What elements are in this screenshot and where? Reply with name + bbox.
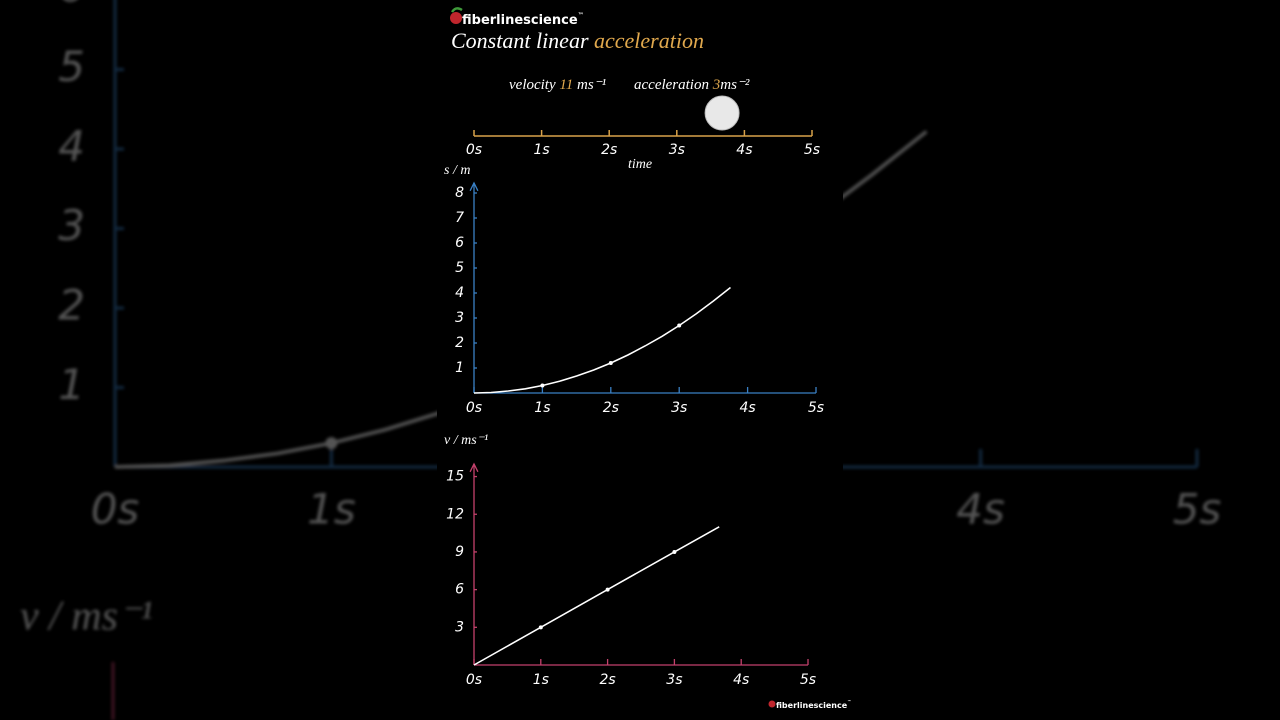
acceleration-label: acceleration: [634, 77, 709, 93]
y-tick-label: 1: [455, 360, 464, 376]
bg-x-tick-label: 5s: [1173, 485, 1222, 534]
x-tick-label: 0s: [466, 400, 482, 416]
footer-logo: fiberlinescience™: [768, 699, 851, 710]
velocity-readout: velocity 11 ms⁻¹: [509, 77, 607, 93]
y-tick-label: 7: [455, 210, 464, 226]
x-tick-label: 5s: [808, 400, 824, 416]
y-tick-label: 6: [455, 582, 464, 598]
bg-x-tick-label: 1s: [307, 485, 356, 534]
y-tick-label: 6: [455, 235, 464, 251]
y-tick-label: 3: [455, 619, 464, 635]
bg-x-tick-label: 4s: [956, 485, 1005, 534]
x-tick-label: 3s: [666, 672, 682, 688]
timeline-tick-label: 0s: [466, 142, 482, 158]
timeline-tick-label: 5s: [804, 142, 820, 158]
x-tick-label: 0s: [466, 672, 482, 688]
y-tick-label: 9: [455, 544, 464, 560]
logo-leaf: [451, 7, 463, 13]
logo: fiberlinescience™: [450, 7, 584, 28]
y-axis-arrow: [469, 462, 479, 473]
center-panel: [437, 0, 843, 720]
y-axis-label: s / m: [444, 163, 470, 178]
footer-brand: fiberlinescience: [776, 701, 848, 710]
bg-x-tick-label: 0s: [91, 485, 140, 534]
acceleration-value: 3: [712, 77, 721, 93]
foreground: fiberlinescience™ Constant linear accele…: [444, 7, 851, 710]
bg-data-point: [325, 437, 338, 450]
x-tick-label: 1s: [533, 672, 549, 688]
velocity-value: 11: [559, 77, 573, 93]
bg-y-tick-label: 5: [58, 42, 85, 91]
y-tick-label: 5: [455, 260, 464, 276]
x-tick-label: 3s: [671, 400, 687, 416]
velocity-unit: ms⁻¹: [577, 77, 607, 93]
acceleration-readout: acceleration 3ms⁻²: [634, 77, 750, 93]
brand-mark: ™: [578, 12, 584, 19]
y-tick-label: 2: [455, 335, 464, 351]
y-tick-label: 12: [446, 506, 464, 522]
footer-apple: [768, 700, 776, 708]
title: Constant linear acceleration: [451, 28, 704, 53]
data-point: [605, 587, 610, 592]
data-point: [672, 549, 677, 554]
y-tick-label: 15: [446, 469, 464, 485]
footer-text: fiberlinescience™: [776, 699, 851, 710]
data-point: [677, 323, 682, 328]
bg-y-tick-label: 1: [58, 360, 85, 409]
brand: fiberlinescience: [462, 13, 578, 28]
timeline-tick-label: 4s: [736, 142, 752, 158]
y-tick-label: 8: [455, 185, 464, 201]
velocity-label: velocity: [509, 77, 556, 93]
acceleration-unit: ms⁻²: [720, 77, 750, 93]
bg-y-tick-label: 6: [58, 0, 85, 12]
bg-y-tick-label: 2: [58, 281, 85, 330]
timeline-label: time: [628, 157, 652, 172]
data-line: [473, 286, 731, 394]
timeline-tick-label: 1s: [533, 142, 549, 158]
logo-text: fiberlinescience™: [462, 12, 584, 28]
y-axis-label: v / ms⁻¹: [444, 433, 488, 448]
x-tick-label: 5s: [800, 672, 816, 688]
title-highlight: acceleration: [594, 28, 704, 53]
y-axis-arrow: [469, 181, 479, 192]
x-tick-label: 1s: [534, 400, 550, 416]
bg-y-tick-label: 3: [58, 201, 85, 250]
x-tick-label: 4s: [739, 400, 755, 416]
y-tick-label: 3: [455, 310, 464, 326]
ball: [704, 95, 740, 131]
bg-y-tick-label: 4: [58, 122, 85, 171]
timeline-tick-label: 3s: [669, 142, 685, 158]
y-tick-label: 4: [455, 285, 464, 301]
x-tick-label: 2s: [599, 672, 615, 688]
data-point: [608, 361, 613, 365]
x-tick-label: 2s: [603, 400, 619, 416]
data-point: [538, 625, 543, 630]
timeline-tick-label: 2s: [601, 142, 617, 158]
footer-brand-mark: ™: [847, 699, 851, 704]
title-prefix: Constant linear: [451, 28, 589, 53]
data-point: [540, 383, 545, 388]
bg-velocity-label: v / ms⁻¹: [20, 594, 153, 640]
logo-apple: [450, 12, 462, 24]
x-tick-label: 4s: [733, 672, 749, 688]
